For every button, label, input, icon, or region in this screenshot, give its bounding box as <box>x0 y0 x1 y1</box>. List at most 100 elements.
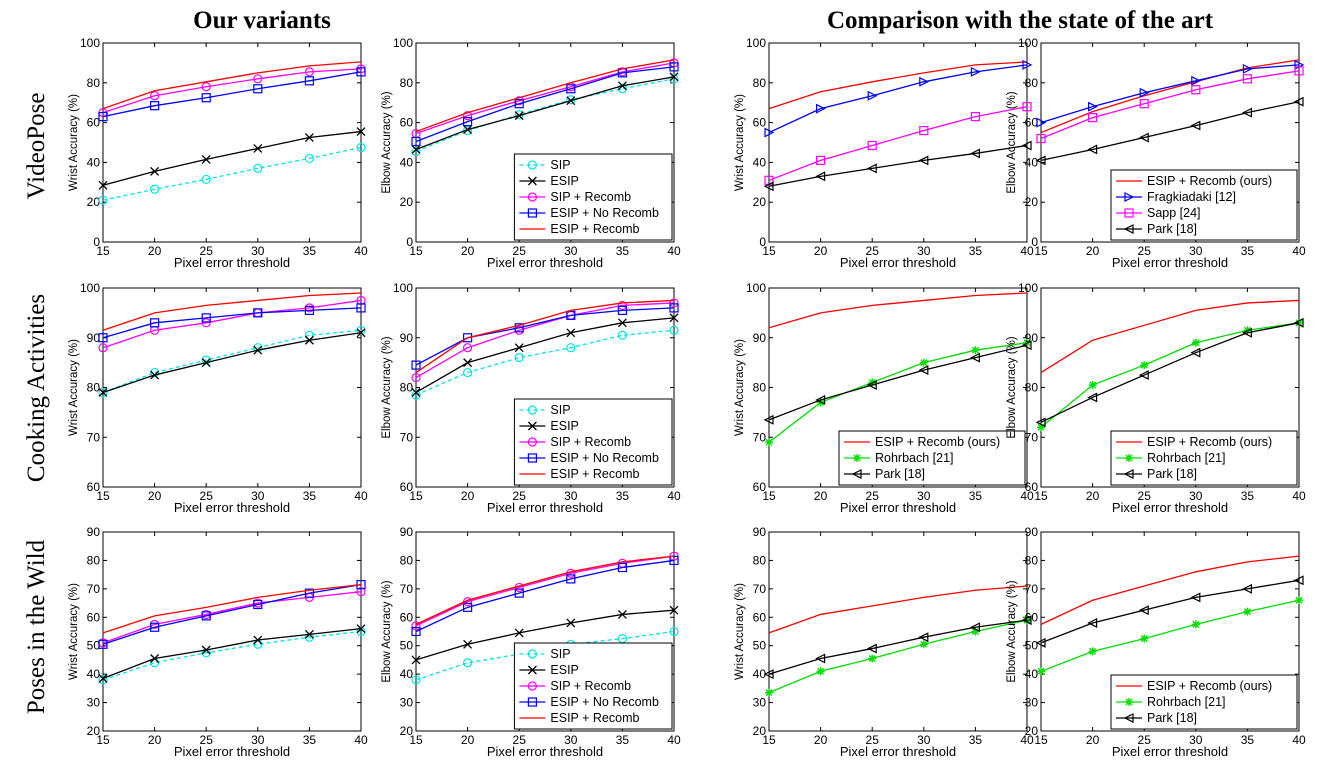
x-tick-label: 40 <box>667 244 681 258</box>
series-line <box>102 130 362 186</box>
data-point <box>356 67 366 77</box>
data-point <box>1087 392 1098 403</box>
data-point <box>463 333 473 343</box>
x-tick-label: 40 <box>667 489 681 503</box>
data-point <box>669 298 679 308</box>
data-point <box>919 358 928 367</box>
series-line <box>102 630 362 681</box>
plot-frame <box>415 42 675 243</box>
data-point <box>1022 102 1032 112</box>
x-tick-label: 35 <box>303 489 317 503</box>
data-point <box>1191 75 1202 86</box>
data-point <box>253 599 263 610</box>
data-point <box>566 310 576 320</box>
y-tick-label: 60 <box>1025 610 1039 624</box>
y-tick-label: 40 <box>400 155 414 169</box>
data-point <box>514 323 524 333</box>
data-point <box>411 621 421 631</box>
x-tick-label: 25 <box>513 489 527 503</box>
legend-marker <box>851 469 862 479</box>
data-point <box>98 639 108 649</box>
x-tick-label: 30 <box>564 244 578 258</box>
series-1 <box>1036 59 1305 128</box>
x-tick-label: 35 <box>616 244 630 258</box>
y-tick-label: 20 <box>400 195 414 209</box>
data-point <box>356 626 366 637</box>
legend-label: Park [18] <box>1147 711 1197 725</box>
data-point <box>98 180 108 190</box>
data-point <box>868 654 877 663</box>
legend-label: Park [18] <box>1147 222 1197 236</box>
data-point <box>566 618 576 628</box>
series-0 <box>411 74 679 157</box>
x-tick-label: 30 <box>251 489 265 503</box>
series-line <box>102 332 362 394</box>
x-tick-label: 40 <box>354 733 368 747</box>
x-tick-label: 25 <box>513 244 527 258</box>
series-line <box>102 329 362 394</box>
data-point <box>919 640 928 649</box>
series-2 <box>1035 575 1304 648</box>
plot-frame <box>1040 531 1300 732</box>
y-tick-label: 70 <box>753 582 767 596</box>
data-point <box>514 343 524 353</box>
data-point <box>98 112 108 122</box>
series-3 <box>411 555 679 637</box>
data-point <box>1037 423 1045 432</box>
data-point <box>1088 381 1097 390</box>
data-point <box>411 390 421 400</box>
data-point <box>1140 361 1149 370</box>
x-tick-label: 15 <box>96 489 110 503</box>
series-line <box>768 619 1028 694</box>
subplot-1-2: 60 70 80 90 100 15 20 25 30 35 40 Pixel error thres… <box>734 281 1034 515</box>
data-point <box>201 174 211 184</box>
x-tick-label: 40 <box>667 733 681 747</box>
y-tick-label: 100 <box>746 36 766 50</box>
data-point <box>669 605 679 615</box>
x-axis-label: Pixel error threshold <box>1112 500 1228 515</box>
subplot-1-3: 60 70 80 90 100 15 20 25 30 35 40 Pixel error thres… <box>1006 281 1306 515</box>
legend-marker <box>527 405 538 415</box>
y-tick-label: 0 <box>759 235 766 249</box>
x-tick-label: 20 <box>1086 733 1100 747</box>
x-tick-label: 20 <box>461 244 475 258</box>
series-line <box>768 292 1028 329</box>
y-tick-label: 0 <box>406 235 413 249</box>
data-point <box>764 127 775 138</box>
y-tick-label: 20 <box>87 724 101 738</box>
subplot-0-1: 0 20 40 60 80 100 15 20 25 30 35 40 Pixel error thre… <box>381 36 681 270</box>
data-point <box>1087 113 1098 123</box>
data-point <box>919 76 930 87</box>
x-tick-label: 35 <box>303 733 317 747</box>
series-line <box>102 61 362 110</box>
data-point <box>150 318 160 328</box>
x-tick-label: 20 <box>814 244 828 258</box>
x-tick-label: 40 <box>1020 244 1034 258</box>
data-point <box>669 313 679 323</box>
x-tick-label: 35 <box>969 733 983 747</box>
y-axis-label: Elbow Accuracy (%) <box>381 91 393 193</box>
series-3 <box>1035 96 1304 166</box>
data-point <box>970 112 981 122</box>
data-point <box>514 588 524 598</box>
series-line <box>1040 599 1300 672</box>
data-point <box>1037 667 1045 676</box>
x-tick-label: 20 <box>461 489 475 503</box>
data-point <box>1138 370 1149 381</box>
data-point <box>463 367 473 378</box>
data-point <box>98 387 108 398</box>
y-tick-label: 60 <box>753 116 767 130</box>
data-point <box>98 388 108 397</box>
data-point <box>201 93 211 103</box>
data-point <box>617 318 627 328</box>
data-point <box>918 632 929 643</box>
subplot-0-0: 0 20 40 60 80 100 15 20 25 30 35 40 Pixel error thre… <box>68 36 368 270</box>
y-axis-label: Wrist Accuracy (%) <box>734 94 746 191</box>
data-point <box>763 414 774 425</box>
series-1 <box>98 127 366 190</box>
x-axis-label: Pixel error threshold <box>487 255 603 270</box>
y-tick-label: 60 <box>400 480 414 494</box>
data-point <box>971 627 980 636</box>
